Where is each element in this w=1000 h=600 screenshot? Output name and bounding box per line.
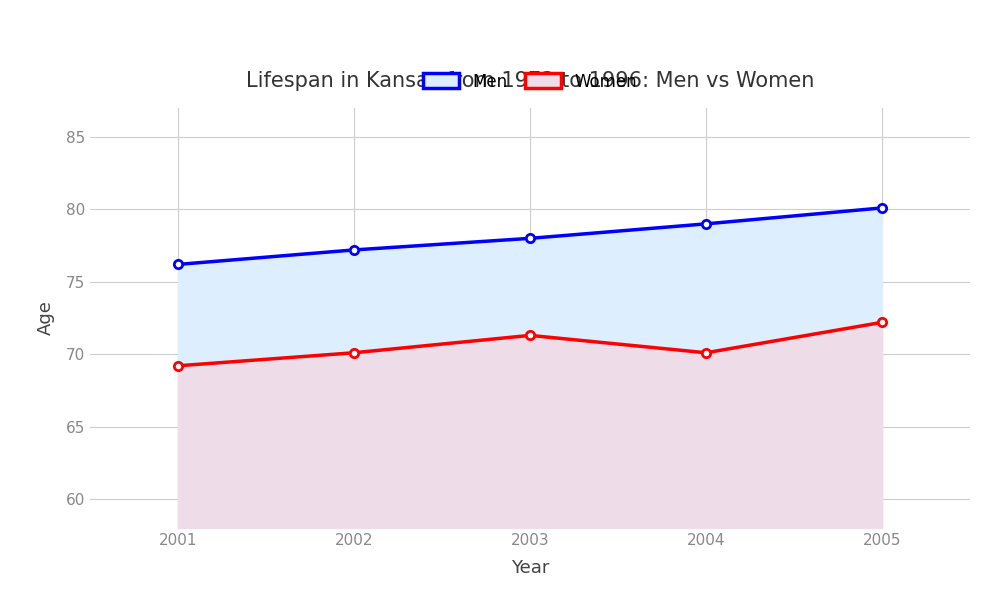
X-axis label: Year: Year: [511, 559, 549, 577]
Y-axis label: Age: Age: [37, 301, 55, 335]
Legend: Men, Women: Men, Women: [416, 66, 644, 97]
Title: Lifespan in Kansas from 1972 to 1996: Men vs Women: Lifespan in Kansas from 1972 to 1996: Me…: [246, 71, 814, 91]
